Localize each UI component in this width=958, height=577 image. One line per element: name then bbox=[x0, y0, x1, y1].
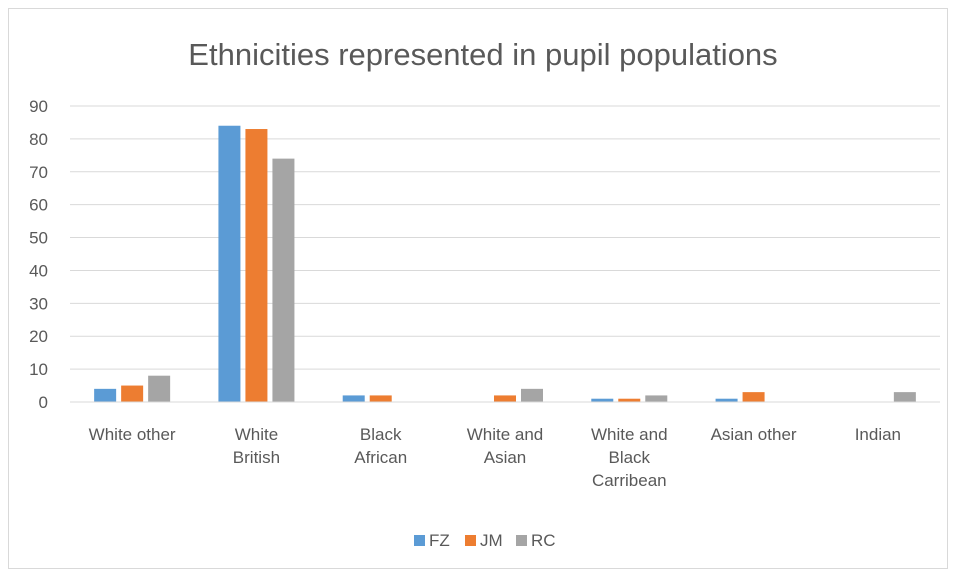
x-category-label: Black African bbox=[354, 425, 407, 467]
bar-jm bbox=[121, 385, 144, 402]
bar-jm bbox=[369, 395, 392, 402]
x-category-label: White and Asian bbox=[467, 425, 544, 467]
x-category-label: White and Black Carribean bbox=[591, 425, 668, 490]
x-category-label: Asian other bbox=[711, 425, 797, 444]
y-tick-label: 90 bbox=[29, 97, 48, 116]
y-tick-label: 0 bbox=[39, 393, 48, 412]
bar-rc bbox=[645, 395, 668, 402]
y-tick-label: 80 bbox=[29, 130, 48, 149]
bar-fz bbox=[342, 395, 365, 402]
bar-jm bbox=[742, 392, 765, 402]
bar-rc bbox=[521, 388, 543, 402]
legend-label-jm: JM bbox=[480, 531, 503, 550]
legend: FZ JM RC bbox=[414, 531, 556, 550]
y-tick-label: 30 bbox=[29, 294, 48, 313]
chart-frame bbox=[8, 8, 948, 569]
bar-jm bbox=[618, 398, 641, 402]
y-tick-label: 40 bbox=[29, 261, 48, 280]
bar-fz bbox=[591, 398, 614, 402]
bar-fz bbox=[715, 398, 738, 402]
bar-jm bbox=[245, 129, 268, 402]
x-category-label: White other bbox=[89, 425, 176, 444]
y-tick-label: 20 bbox=[29, 327, 48, 346]
x-category-label: White British bbox=[233, 425, 280, 467]
y-tick-label: 70 bbox=[29, 163, 48, 182]
y-tick-label: 10 bbox=[29, 360, 48, 379]
y-tick-label: 60 bbox=[29, 196, 48, 215]
legend-swatch-rc bbox=[516, 535, 527, 546]
bar-fz bbox=[218, 125, 241, 402]
gridlines bbox=[70, 105, 940, 370]
x-axis-labels: White other White British Black African White… bbox=[89, 425, 901, 490]
bar-fz bbox=[94, 388, 117, 402]
y-axis-ticks: 0 10 20 30 40 50 60 70 80 90 bbox=[29, 97, 48, 412]
legend-swatch-fz bbox=[414, 535, 425, 546]
legend-swatch-jm bbox=[465, 535, 476, 546]
x-category-label: Indian bbox=[855, 425, 901, 444]
bar-rc bbox=[272, 158, 295, 402]
bar-rc bbox=[893, 392, 916, 402]
bars bbox=[94, 125, 916, 402]
bar-jm bbox=[494, 395, 516, 402]
y-tick-label: 50 bbox=[29, 229, 48, 248]
chart-title: Ethnicities represented in pupil populat… bbox=[188, 37, 777, 72]
bar-rc bbox=[148, 375, 171, 402]
legend-label-rc: RC bbox=[531, 531, 556, 550]
legend-label-fz: FZ bbox=[429, 531, 450, 550]
